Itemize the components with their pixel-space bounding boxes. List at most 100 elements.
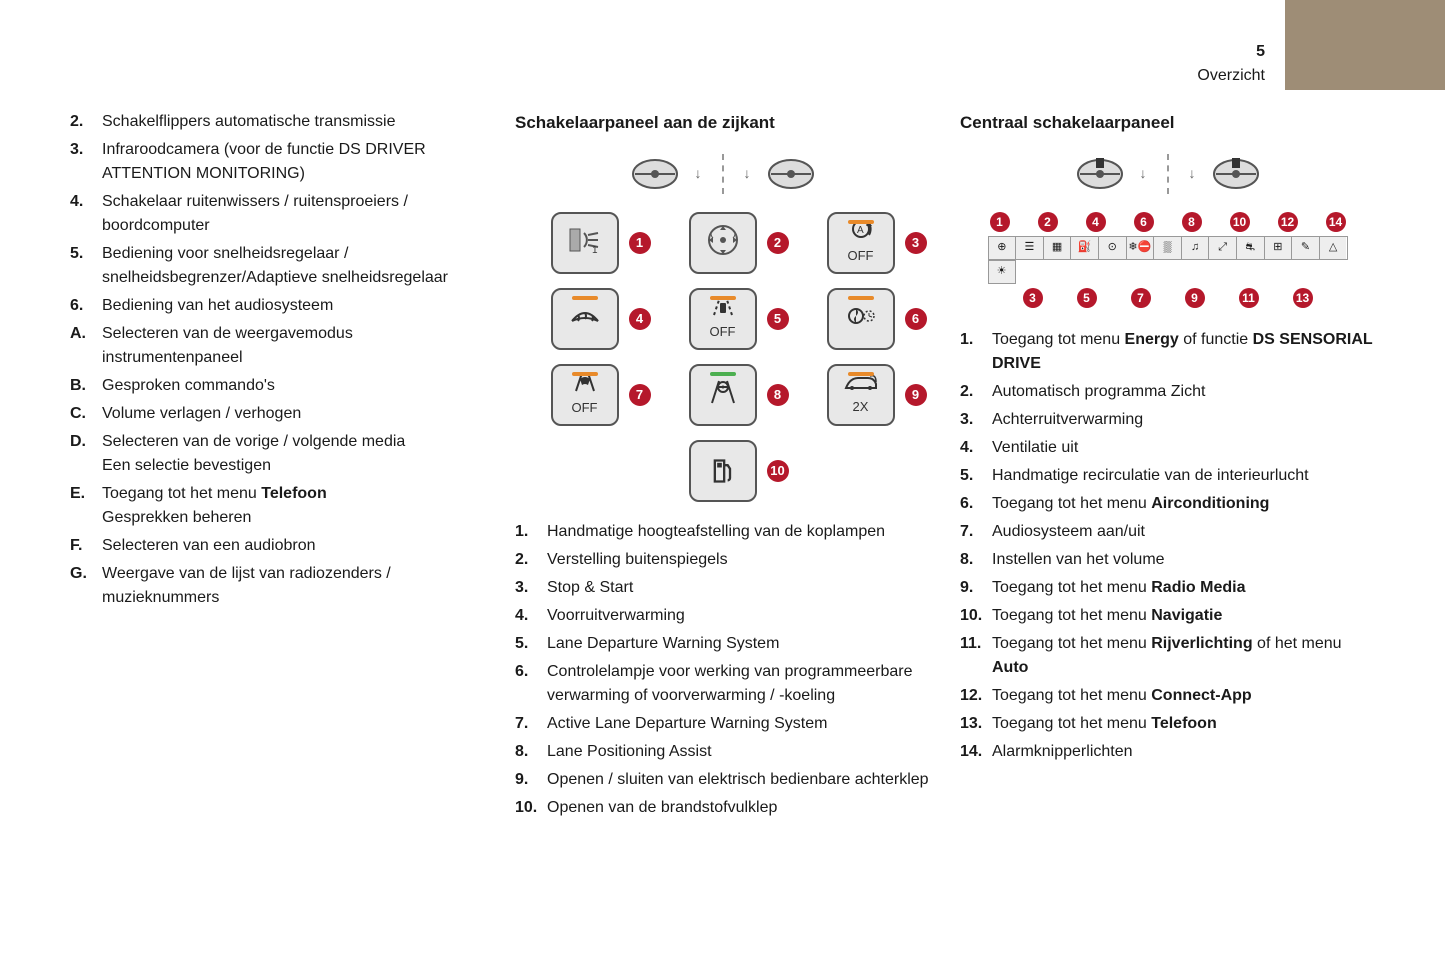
badge-9: 9 [1185, 288, 1205, 308]
list-item: 3.Achterruitverwarming [960, 408, 1375, 432]
badge-1: 1 [629, 232, 651, 254]
control-strip: 12468101214 ⊕☰▦⛽⊙❄︎⛔▒♫⤢⛐⊞✎△ ☀ 35791113 [960, 212, 1375, 308]
list-item: C.Volume verlagen / verhogen [70, 402, 485, 426]
list-text: Selecteren van een audiobron [102, 534, 485, 558]
list-text: Ventilatie uit [992, 436, 1375, 460]
badge-10: 10 [767, 460, 789, 482]
list-item: B.Gesproken commando's [70, 374, 485, 398]
arrow-down-icon: ↓ [695, 163, 702, 184]
preheat-fan-icon [846, 303, 876, 334]
svg-text:1: 1 [592, 245, 598, 255]
windscreen-heat-icon [568, 303, 602, 334]
list-item: 2.Automatisch programma Zicht [960, 380, 1375, 404]
list-marker: 1. [515, 520, 547, 544]
strip-cell: ♫ [1182, 237, 1210, 259]
list-marker: 2. [70, 110, 102, 134]
button-label: 2X [853, 397, 869, 417]
list-marker: 8. [515, 740, 547, 764]
list-text: Automatisch programma Zicht [992, 380, 1375, 404]
list-item: 6.Controlelampje voor werking van progra… [515, 660, 930, 708]
list-item: 2.Schakelflippers automatische transmiss… [70, 110, 485, 134]
strip-cell: △ [1320, 237, 1347, 259]
strip-cell: ⛽ [1071, 237, 1099, 259]
steering-row-c: ↓ ↓ [960, 154, 1375, 194]
headlight-adjust-icon: 1 [568, 225, 602, 260]
list-item: 10.Toegang tot het menu Navigatie [960, 604, 1375, 628]
steering-right-icon [1206, 156, 1266, 192]
list-marker: 11. [960, 632, 992, 680]
list-text: Bediening voor snelheidsregelaar / snelh… [102, 242, 485, 290]
list-text: Selecteren van de weergavemodus instrume… [102, 322, 485, 370]
strip-cell: ⤢ [1209, 237, 1237, 259]
list-text: Bediening van het audiosysteem [102, 294, 485, 318]
center-panel-diagram: ↓ ↓ 12468101214 ⊕☰▦⛽⊙❄︎⛔▒♫⤢⛐⊞✎△ ☀ 357911… [960, 154, 1375, 308]
list-marker: 3. [960, 408, 992, 432]
list-marker: 7. [515, 712, 547, 736]
bot-badge-row: 35791113 [988, 288, 1348, 308]
list-item: 4.Voorruitverwarming [515, 604, 930, 628]
list-marker: 12. [960, 684, 992, 708]
list-text: Toegang tot het menu Telefoon [992, 712, 1375, 736]
button-label: OFF [572, 398, 598, 418]
page-header: 5 Overzicht [1197, 40, 1265, 88]
list-marker: 3. [515, 576, 547, 600]
list-text: Volume verlagen / verhogen [102, 402, 485, 426]
button-grid: 112AOFF34OFF56OFF782X9 [515, 212, 930, 426]
list-text: Schakelaar ruitenwissers / ruitensproeie… [102, 190, 485, 238]
list-text: Audiosysteem aan/uit [992, 520, 1375, 544]
led-indicator [848, 220, 874, 224]
list-text: Active Lane Departure Warning System [547, 712, 930, 736]
button-label: OFF [710, 322, 736, 342]
badge-3: 3 [905, 232, 927, 254]
badge-10: 10 [1230, 212, 1250, 232]
list-text: Voorruitverwarming [547, 604, 930, 628]
list-text: Schakelflippers automatische transmissie [102, 110, 485, 134]
strip-row-top: ⊕☰▦⛽⊙❄︎⛔▒♫⤢⛐⊞✎△ [988, 236, 1348, 260]
list-item: 6.Toegang tot het menu Airconditioning [960, 492, 1375, 516]
badge-5: 5 [767, 308, 789, 330]
panel-button-1: 11 [551, 212, 619, 274]
strip-cell: ✎ [1292, 237, 1320, 259]
list-item: 7.Audiosysteem aan/uit [960, 520, 1375, 544]
list-item: 9.Openen / sluiten van elektrisch bedien… [515, 768, 930, 792]
panel-button-6: 6 [827, 288, 895, 350]
list-text: Toegang tot het menu Rijverlichting of h… [992, 632, 1375, 680]
list-marker: 6. [515, 660, 547, 708]
list-marker: 5. [70, 242, 102, 290]
badge-13: 13 [1293, 288, 1313, 308]
list-item: 13.Toegang tot het menu Telefoon [960, 712, 1375, 736]
list-marker: 8. [960, 548, 992, 572]
list-text: Toegang tot het menu Connect-App [992, 684, 1375, 708]
arrow-down-icon: ↓ [1140, 163, 1147, 184]
list-marker: G. [70, 562, 102, 610]
page-tab [1285, 0, 1445, 90]
panel-button-4: 4 [551, 288, 619, 350]
list-marker: 5. [515, 632, 547, 656]
fuel-row: 10 [515, 440, 930, 502]
list-marker: 2. [960, 380, 992, 404]
steering-left-icon [625, 156, 685, 192]
strip-cell: ▒ [1154, 237, 1182, 259]
list-marker: 5. [960, 464, 992, 488]
strip-cell: ☰ [1016, 237, 1044, 259]
list-text: Achterruitverwarming [992, 408, 1375, 432]
list-marker: C. [70, 402, 102, 426]
strip-row-bot: ☀ [988, 260, 1016, 284]
list-text: Lane Departure Warning System [547, 632, 930, 656]
list-text: Toegang tot het menu Airconditioning [992, 492, 1375, 516]
list-item: 5.Lane Departure Warning System [515, 632, 930, 656]
badge-2: 2 [1038, 212, 1058, 232]
badge-14: 14 [1326, 212, 1346, 232]
list-marker: 9. [960, 576, 992, 600]
list-text: Stop & Start [547, 576, 930, 600]
page-number: 5 [1197, 40, 1265, 64]
strip-cell: ⊞ [1265, 237, 1293, 259]
list-marker: 3. [70, 138, 102, 186]
strip-cell: ▦ [1044, 237, 1072, 259]
list-text: Infraroodcamera (voor de functie DS DRIV… [102, 138, 485, 186]
panel-button-2: 2 [689, 212, 757, 274]
list-item: 9.Toegang tot het menu Radio Media [960, 576, 1375, 600]
list-marker: 9. [515, 768, 547, 792]
panel-button-8: 8 [689, 364, 757, 426]
svg-text:A: A [857, 225, 864, 236]
